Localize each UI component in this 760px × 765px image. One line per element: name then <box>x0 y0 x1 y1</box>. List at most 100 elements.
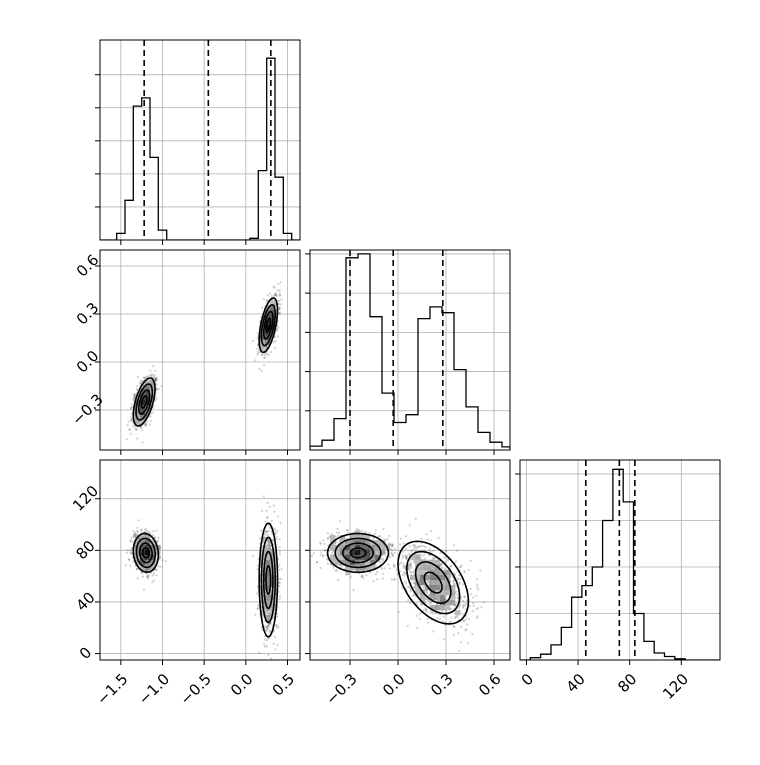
scatter-point <box>311 555 313 557</box>
scatter-point <box>155 380 157 382</box>
density-map <box>135 535 275 620</box>
scatter-point <box>382 559 384 561</box>
scatter-point <box>324 550 326 552</box>
y-tick-label: 0.0 <box>73 347 103 377</box>
scatter-point <box>313 552 315 554</box>
grid <box>100 40 300 240</box>
scatter-point <box>443 638 445 640</box>
scatter-point <box>261 666 263 668</box>
scatter-point <box>483 601 485 603</box>
scatter-point <box>335 569 337 571</box>
scatter-point <box>276 644 278 646</box>
scatter-point <box>274 663 276 665</box>
scatter-point <box>391 578 393 580</box>
scatter-point <box>261 354 263 356</box>
scatter-point <box>274 347 276 349</box>
scatter-point <box>257 337 259 339</box>
scatter-point <box>162 559 164 561</box>
scatter-point <box>263 298 265 300</box>
scatter-point <box>276 335 278 337</box>
scatter-point <box>279 292 281 294</box>
scatter-point <box>416 615 418 617</box>
scatter-point <box>279 313 281 315</box>
scatter-point <box>156 397 158 399</box>
y-tick-label: 0 <box>76 643 95 662</box>
scatter-point <box>322 555 324 557</box>
x-tick-label: 0.5 <box>269 670 299 700</box>
scatter-point <box>143 589 145 591</box>
scatter-point <box>376 578 378 580</box>
scatter-point <box>386 538 388 540</box>
scatter-point <box>332 567 334 569</box>
scatter-point <box>158 537 160 539</box>
scatter-point <box>129 565 131 567</box>
scatter-point <box>274 648 276 650</box>
scatter-point <box>391 545 393 547</box>
scatter-point <box>142 441 144 443</box>
density-cell <box>265 545 270 550</box>
scatter-point <box>470 593 472 595</box>
scatter-point <box>426 618 428 620</box>
scatter-point <box>260 530 262 532</box>
scatter-point <box>365 574 367 576</box>
scatter-point <box>135 534 137 536</box>
scatter-point <box>257 350 259 352</box>
scatter-point <box>461 564 463 566</box>
scatter-point <box>476 586 478 588</box>
scatter-point <box>130 537 132 539</box>
scatter-point <box>279 538 281 540</box>
scatter-point <box>361 530 363 532</box>
scatter-point <box>128 558 130 560</box>
scatter-point <box>152 412 154 414</box>
scatter-point <box>275 536 277 538</box>
scatter-point <box>323 543 325 545</box>
scatter-point <box>149 370 151 372</box>
scatter-point <box>252 340 254 342</box>
scatter-point <box>135 429 137 431</box>
scatter-point <box>263 495 265 497</box>
scatter-point <box>427 622 429 624</box>
scatter-point <box>391 549 393 551</box>
scatter-point <box>273 528 275 530</box>
scatter-point <box>144 528 146 530</box>
scatter-point <box>375 573 377 575</box>
scatter-point <box>267 516 269 518</box>
scatter-point <box>127 420 129 422</box>
scatter-point <box>261 307 263 309</box>
scatter-point <box>326 558 328 560</box>
scatter-point <box>411 549 413 551</box>
scatter-point <box>316 561 318 563</box>
scatter-point <box>129 540 131 542</box>
scatter-point <box>280 303 282 305</box>
scatter-point <box>276 626 278 628</box>
scatter-point <box>267 294 269 296</box>
scatter-point <box>472 596 474 598</box>
scatter-point <box>129 551 131 553</box>
scatter-point <box>459 605 461 607</box>
scatter-point <box>266 610 268 612</box>
scatter-point <box>252 555 254 557</box>
scatter-point <box>134 532 136 534</box>
scatter-point <box>127 549 129 551</box>
scatter-point <box>387 563 389 565</box>
grid <box>310 250 510 450</box>
scatter-point <box>393 563 395 565</box>
density-map <box>135 300 275 425</box>
scatter-point <box>372 580 374 582</box>
scatter-point <box>459 578 461 580</box>
scatter-point <box>331 533 333 535</box>
scatter-point <box>405 535 407 537</box>
scatter-point <box>279 564 281 566</box>
x-tick-label: −0.5 <box>176 670 214 708</box>
scatter-point <box>159 566 161 568</box>
scatter-point <box>384 567 386 569</box>
scatter-point <box>266 510 268 512</box>
scatter-point <box>154 370 156 372</box>
scatter-point <box>404 580 406 582</box>
scatter-point <box>279 300 281 302</box>
scatter-point <box>263 662 265 664</box>
scatter-point <box>261 510 263 512</box>
scatter-point <box>374 533 376 535</box>
scatter-point <box>273 643 275 645</box>
